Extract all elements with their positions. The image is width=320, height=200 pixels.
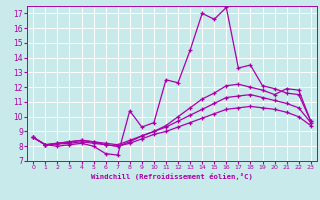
X-axis label: Windchill (Refroidissement éolien,°C): Windchill (Refroidissement éolien,°C)	[91, 173, 253, 180]
